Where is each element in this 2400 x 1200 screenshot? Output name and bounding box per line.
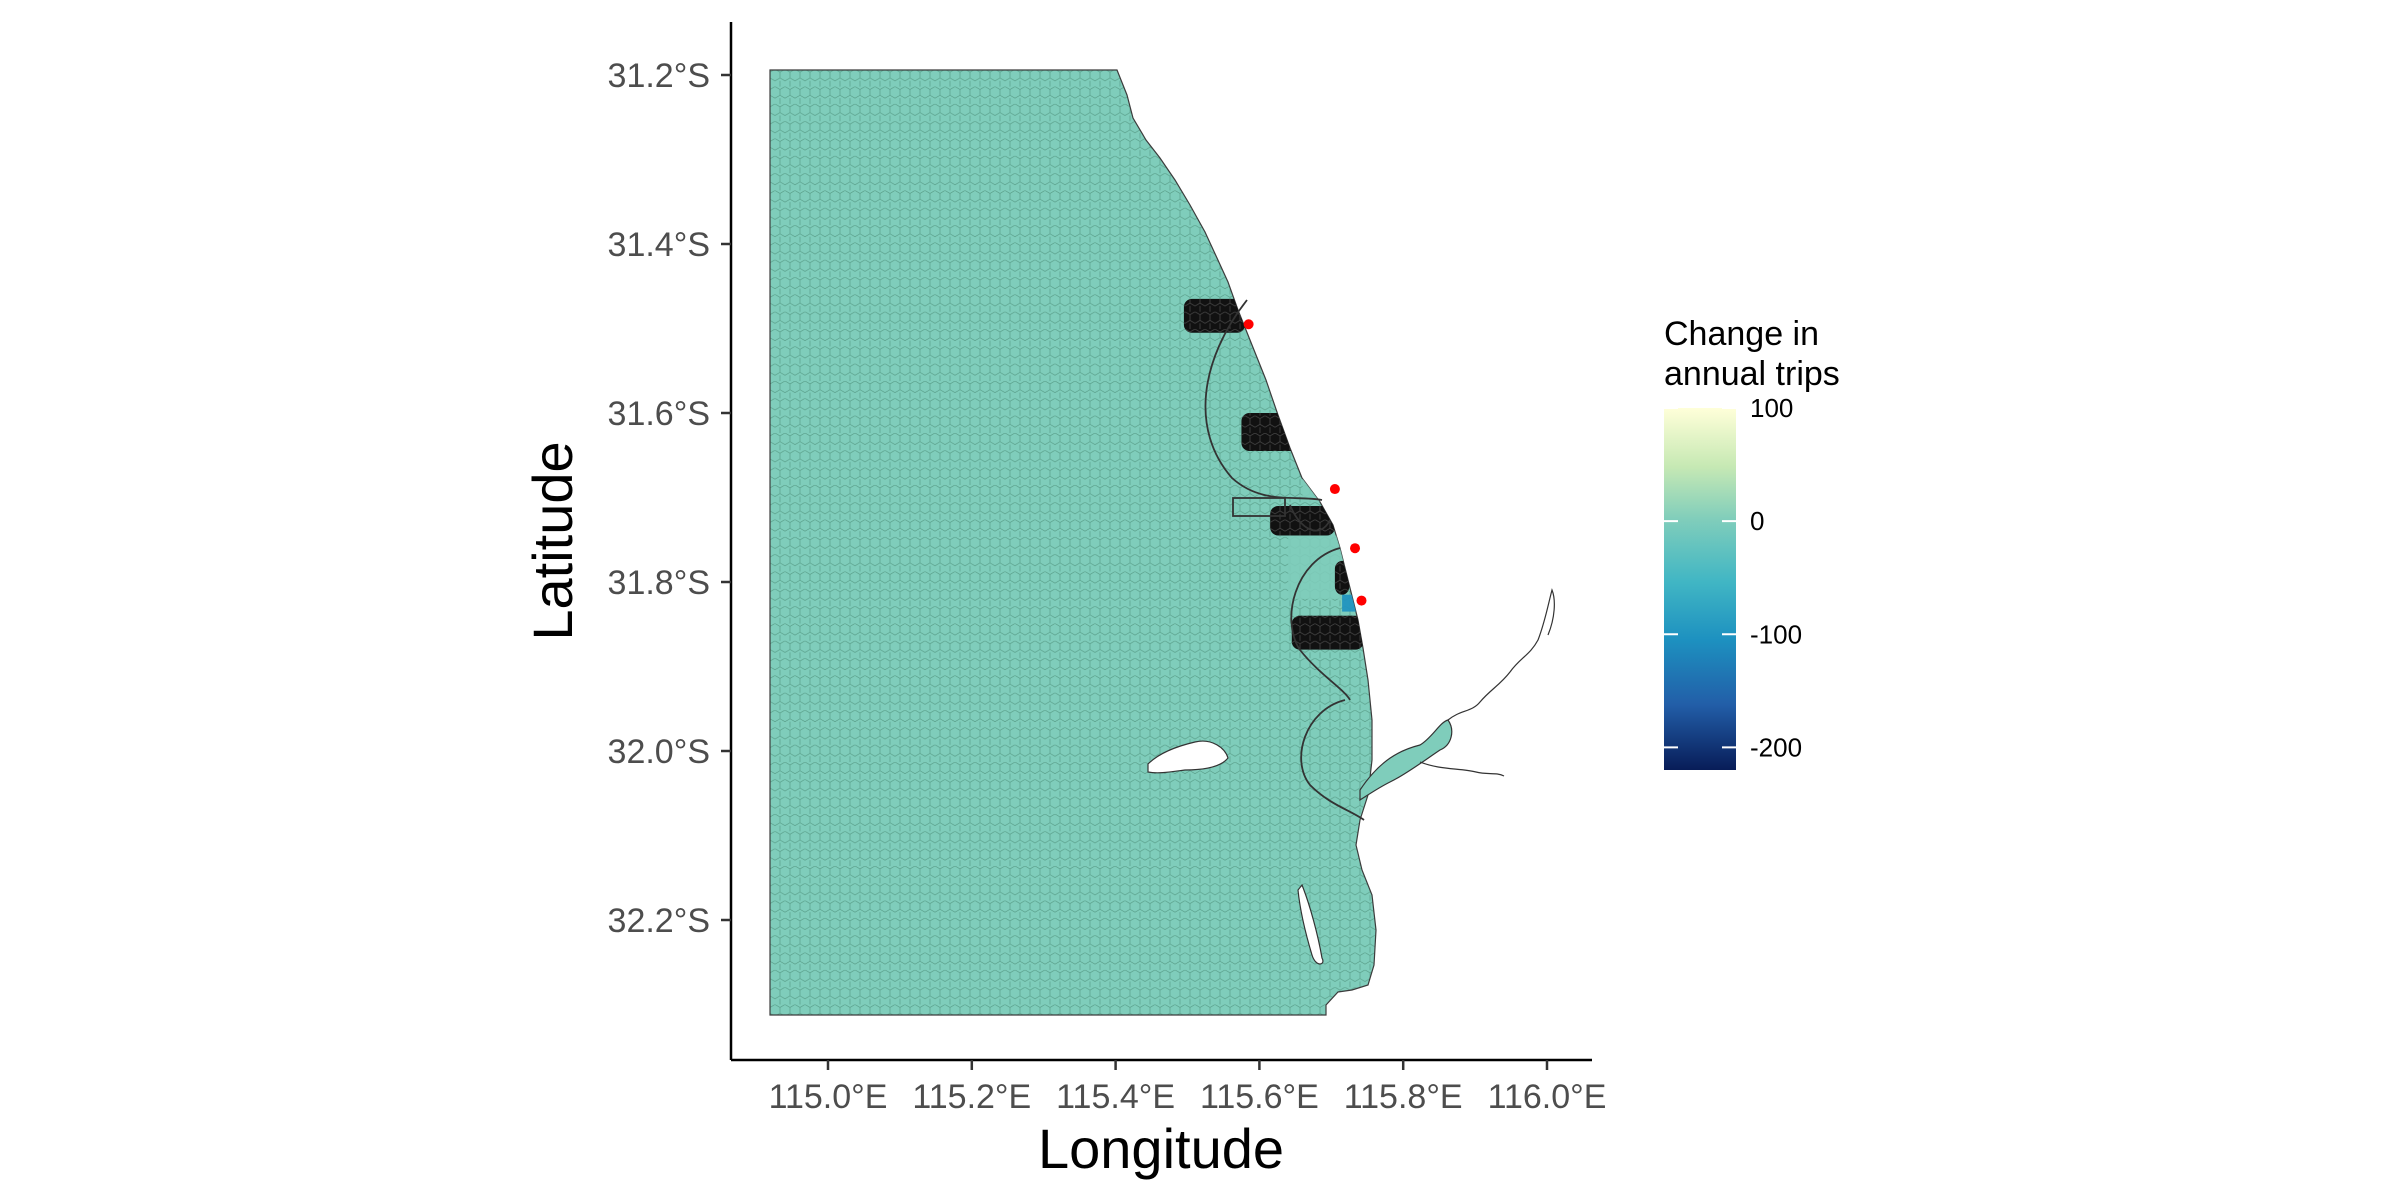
y-tick-label: 32.0°S xyxy=(608,733,710,771)
closed-area-hex-pattern xyxy=(1241,413,1314,452)
river-branch xyxy=(1419,761,1505,777)
boat-ramp-point xyxy=(1356,595,1367,606)
y-axis-title: Latitude xyxy=(521,441,584,640)
x-tick-label: 115.8°E xyxy=(1344,1078,1463,1116)
y-tick-label: 31.4°S xyxy=(608,226,710,264)
y-tick-label: 31.8°S xyxy=(608,564,710,602)
legend-title-line2: annual trips xyxy=(1664,355,1840,393)
legend-break-label: 0 xyxy=(1750,506,1764,536)
x-tick-label: 116.0°E xyxy=(1488,1078,1607,1116)
closed-area-hex-pattern xyxy=(1270,505,1335,536)
map-panel xyxy=(769,69,1555,1016)
boundary-line xyxy=(1204,299,1323,501)
study-area-hex-grid xyxy=(769,69,1377,1016)
y-axis-ticks: 31.2°S 31.4°S 31.6°S 31.8°S 32.0°S 32.2°S xyxy=(608,57,731,940)
closed-area-hex-pattern xyxy=(1291,615,1364,650)
y-tick-label: 31.6°S xyxy=(608,395,710,433)
closed-area-hex-pattern xyxy=(1334,560,1350,595)
land-features xyxy=(1147,299,1555,965)
legend-break-label: -100 xyxy=(1750,619,1802,649)
legend: Change in annual trips 100 0 -100 -200 xyxy=(1664,315,1840,770)
legend-break-label: 100 xyxy=(1750,393,1793,423)
boundary-line xyxy=(1290,547,1351,701)
marked-zone-outline xyxy=(1232,497,1286,517)
boundary-line xyxy=(1300,699,1365,821)
x-tick-label: 115.6°E xyxy=(1200,1078,1319,1116)
boat-ramp-point xyxy=(1243,319,1254,330)
boat-ramp-point xyxy=(1329,484,1340,495)
x-axis-title: Longitude xyxy=(1038,1117,1284,1180)
boat-ramp-point xyxy=(1350,543,1361,554)
y-tick-label: 31.2°S xyxy=(608,57,710,95)
island xyxy=(1147,740,1229,774)
negative-change-cell xyxy=(1324,497,1339,511)
x-tick-label: 115.4°E xyxy=(1056,1078,1175,1116)
boundary-line xyxy=(1289,504,1331,532)
y-tick-label: 32.2°S xyxy=(608,902,710,940)
x-axis-ticks: 115.0°E 115.2°E 115.4°E 115.6°E 115.8°E 116.0… xyxy=(769,1060,1607,1116)
estuary xyxy=(1359,719,1453,802)
legend-colorbar xyxy=(1664,408,1736,770)
lagoon xyxy=(1297,883,1324,965)
x-tick-label: 115.0°E xyxy=(769,1078,888,1116)
legend-break-label: -200 xyxy=(1750,732,1802,762)
legend-breaks: 100 0 -100 -200 xyxy=(1664,393,1802,762)
boat-ramps xyxy=(1243,319,1367,606)
legend-title-line1: Change in xyxy=(1664,315,1819,353)
x-tick-label: 115.2°E xyxy=(912,1078,1031,1116)
study-area-hexes xyxy=(769,69,1377,1016)
river xyxy=(1447,588,1555,721)
